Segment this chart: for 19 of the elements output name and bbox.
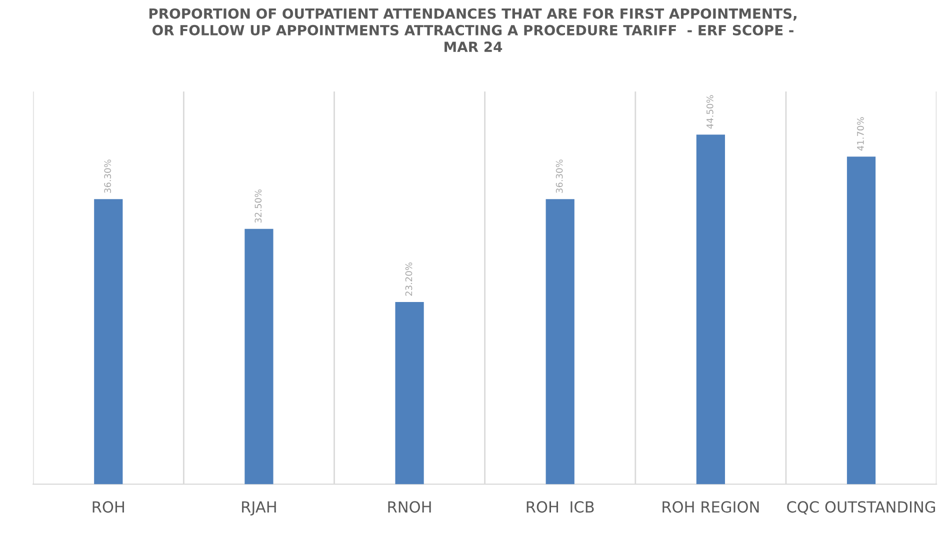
chart-title: PROPORTION OF OUTPATIENT ATTENDANCES THAT ARE FOR FIRST APPOINTMENTS, OR FOLLOW UP APPOINTMENTS ATTRACTING A PROCEDURE TARIFF - ERF SCOPE - MAR 24 xyxy=(149,8,796,52)
data-label: 44.50% xyxy=(706,95,714,129)
bar xyxy=(696,134,725,484)
bar xyxy=(546,199,574,484)
bar xyxy=(395,302,424,484)
data-label: 41.70% xyxy=(857,117,864,151)
x-tick-label: ROH REGION xyxy=(662,501,759,513)
x-tick-label: ROH xyxy=(92,501,124,513)
x-tick-label: ROH ICB xyxy=(526,501,594,513)
bar xyxy=(846,156,876,484)
data-label: 36.30% xyxy=(556,160,563,193)
data-label: 23.20% xyxy=(405,262,412,296)
data-label: 36.30% xyxy=(104,160,112,193)
bar xyxy=(244,228,274,484)
x-tick-label: RNOH xyxy=(388,501,431,513)
data-label: 32.50% xyxy=(254,189,262,223)
x-tick-label: CQC OUTSTANDING xyxy=(787,501,936,514)
bar xyxy=(94,199,123,484)
x-tick-label: RJAH xyxy=(242,501,276,516)
